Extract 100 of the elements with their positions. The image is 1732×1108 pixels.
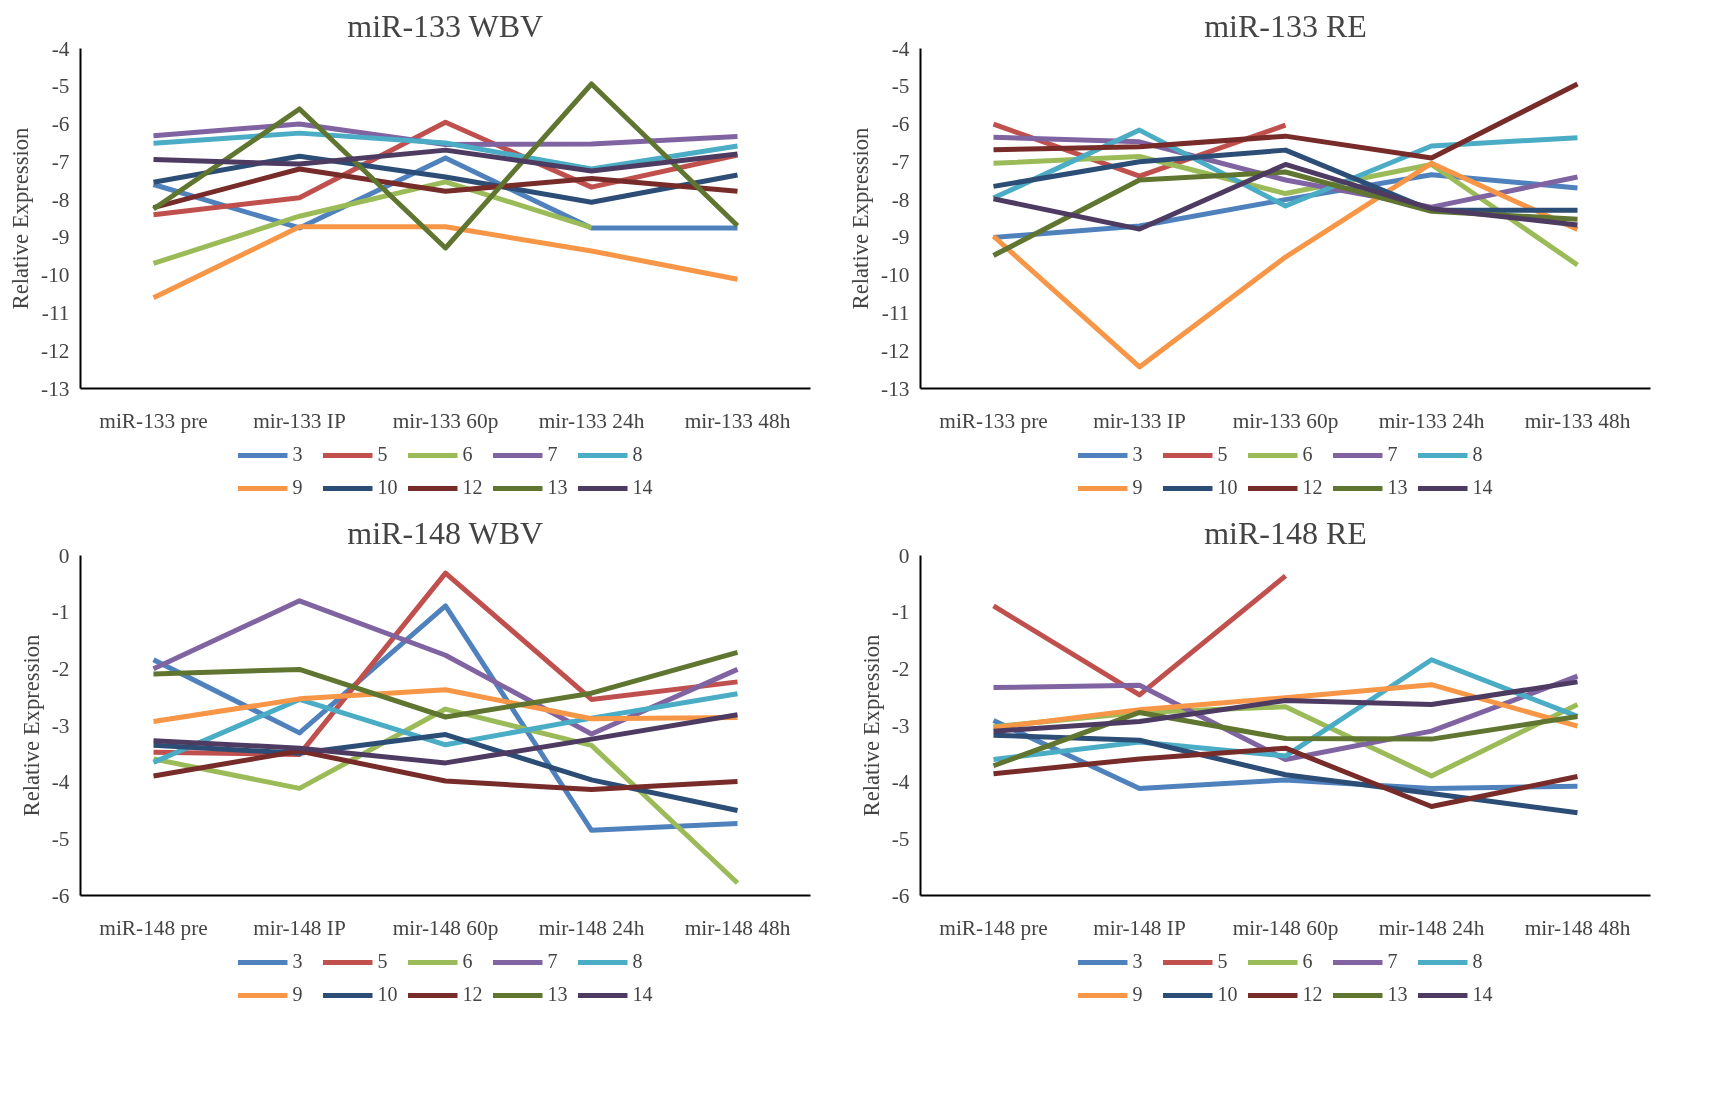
x-tick-label: mir-133 24h bbox=[538, 408, 645, 433]
legend-label: 7 bbox=[1387, 950, 1399, 973]
x-tick-label: mir-148 24h bbox=[538, 915, 645, 940]
chart-title: miR-133 WBV bbox=[347, 7, 544, 44]
legend-label: 7 bbox=[547, 443, 559, 466]
y-axis-title: Relative Expression bbox=[858, 634, 884, 817]
y-tick-label: -4 bbox=[891, 770, 910, 795]
legend-label: 8 bbox=[632, 443, 644, 466]
legend-label: 3 bbox=[1132, 443, 1144, 466]
y-tick-label: -4 bbox=[51, 36, 70, 61]
y-tick-label: -4 bbox=[891, 36, 910, 61]
legend-label: 14 bbox=[1472, 476, 1493, 499]
y-tick-label: -2 bbox=[51, 656, 70, 681]
y-tick-label: -4 bbox=[51, 770, 70, 795]
x-tick-label: mir-133 24h bbox=[1378, 408, 1485, 433]
x-tick-label: mir-148 60p bbox=[1232, 915, 1339, 940]
y-tick-label: -2 bbox=[891, 656, 910, 681]
legend-label: 5 bbox=[1217, 443, 1229, 466]
chart-title: miR-133 RE bbox=[1204, 7, 1367, 44]
legend-label: 6 bbox=[462, 950, 474, 973]
legend-label: 14 bbox=[632, 983, 653, 1006]
legend-label: 9 bbox=[1132, 983, 1144, 1006]
legend-label: 9 bbox=[292, 983, 304, 1006]
x-tick-label: mir-148 48h bbox=[1524, 915, 1631, 940]
x-tick-label: mir-133 60p bbox=[1232, 408, 1339, 433]
legend-label: 9 bbox=[292, 476, 304, 499]
x-tick-label: miR-133 pre bbox=[99, 408, 208, 433]
legend-label: 10 bbox=[377, 476, 398, 499]
y-tick-label: -5 bbox=[891, 826, 910, 851]
legend-label: 5 bbox=[377, 950, 389, 973]
x-tick-label: mir-148 24h bbox=[1378, 915, 1485, 940]
legend-label: 9 bbox=[1132, 476, 1144, 499]
x-tick-label: mir-133 60p bbox=[392, 408, 499, 433]
legend-label: 12 bbox=[462, 983, 483, 1006]
legend-label: 3 bbox=[292, 950, 304, 973]
x-tick-label: mir-133 IP bbox=[253, 408, 346, 433]
y-tick-label: -7 bbox=[51, 149, 70, 174]
legend-label: 3 bbox=[1132, 950, 1144, 973]
y-axis-title: Relative Expression bbox=[8, 127, 34, 310]
y-tick-label: -11 bbox=[41, 300, 70, 325]
y-tick-label: -8 bbox=[51, 187, 70, 212]
y-tick-label: -12 bbox=[41, 338, 70, 363]
legend-label: 7 bbox=[547, 950, 559, 973]
y-tick-label: -10 bbox=[881, 263, 910, 288]
y-tick-label: -9 bbox=[51, 225, 70, 250]
x-tick-label: mir-148 IP bbox=[253, 915, 346, 940]
y-tick-label: -3 bbox=[51, 713, 70, 738]
legend-label: 5 bbox=[377, 443, 389, 466]
y-tick-label: -13 bbox=[41, 376, 70, 401]
legend-label: 8 bbox=[632, 950, 644, 973]
x-tick-label: miR-148 pre bbox=[939, 915, 1048, 940]
legend-label: 12 bbox=[462, 476, 483, 499]
y-tick-label: -10 bbox=[41, 263, 70, 288]
legend-label: 13 bbox=[1387, 983, 1408, 1006]
y-tick-label: -8 bbox=[891, 187, 910, 212]
y-tick-label: -5 bbox=[51, 826, 70, 851]
y-tick-label: 0 bbox=[898, 543, 910, 568]
y-tick-label: -11 bbox=[881, 300, 910, 325]
x-tick-label: mir-133 48h bbox=[1524, 408, 1631, 433]
y-tick-label: -12 bbox=[881, 338, 910, 363]
legend-label: 12 bbox=[1302, 983, 1323, 1006]
x-tick-label: miR-133 pre bbox=[939, 408, 1048, 433]
legend-label: 6 bbox=[1302, 950, 1314, 973]
legend-label: 13 bbox=[1387, 476, 1408, 499]
x-tick-label: mir-148 60p bbox=[392, 915, 499, 940]
y-tick-label: 0 bbox=[58, 543, 70, 568]
y-tick-label: -7 bbox=[891, 149, 910, 174]
x-tick-label: mir-148 48h bbox=[684, 915, 791, 940]
y-axis-title: Relative Expression bbox=[848, 127, 874, 310]
legend-label: 6 bbox=[1302, 443, 1314, 466]
x-tick-label: mir-133 IP bbox=[1093, 408, 1186, 433]
legend-label: 6 bbox=[462, 443, 474, 466]
legend-label: 13 bbox=[547, 476, 568, 499]
y-tick-label: -13 bbox=[881, 376, 910, 401]
legend-label: 10 bbox=[377, 983, 398, 1006]
y-tick-label: -9 bbox=[891, 225, 910, 250]
y-tick-label: -6 bbox=[51, 883, 70, 908]
legend-label: 14 bbox=[1472, 983, 1493, 1006]
y-tick-label: -6 bbox=[51, 112, 70, 137]
legend-label: 7 bbox=[1387, 443, 1399, 466]
legend-label: 10 bbox=[1217, 476, 1238, 499]
y-tick-label: -5 bbox=[51, 74, 70, 99]
legend-label: 3 bbox=[292, 443, 304, 466]
y-tick-label: -1 bbox=[51, 600, 70, 625]
legend-label: 10 bbox=[1217, 983, 1238, 1006]
legend-label: 13 bbox=[547, 983, 568, 1006]
legend-label: 14 bbox=[632, 476, 653, 499]
legend-label: 12 bbox=[1302, 476, 1323, 499]
y-axis-title: Relative Expression bbox=[18, 634, 44, 817]
chart-title: miR-148 RE bbox=[1204, 514, 1367, 551]
y-tick-label: -6 bbox=[891, 112, 910, 137]
chart-title: miR-148 WBV bbox=[347, 514, 544, 551]
x-tick-label: miR-148 pre bbox=[99, 915, 208, 940]
legend-label: 8 bbox=[1472, 443, 1484, 466]
legend-label: 5 bbox=[1217, 950, 1229, 973]
y-tick-label: -1 bbox=[891, 600, 910, 625]
y-tick-label: -6 bbox=[891, 883, 910, 908]
y-tick-label: -5 bbox=[891, 74, 910, 99]
legend-label: 8 bbox=[1472, 950, 1484, 973]
x-tick-label: mir-133 48h bbox=[684, 408, 791, 433]
